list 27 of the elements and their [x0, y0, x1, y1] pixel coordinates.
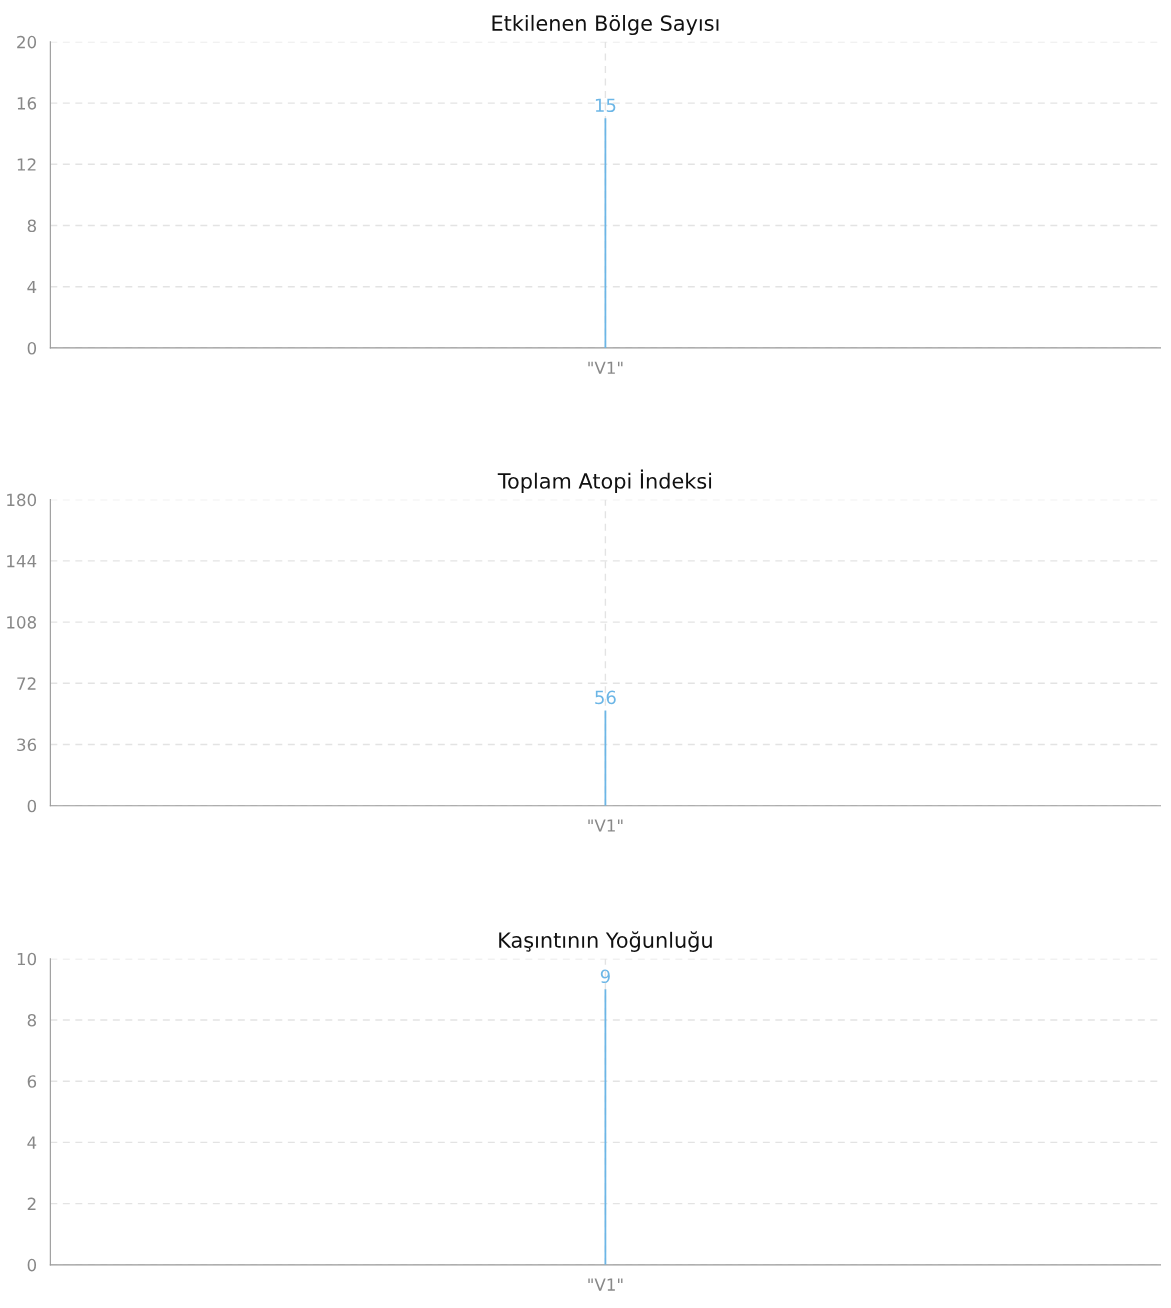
- x-tick-label: "V1": [588, 819, 623, 832]
- chart-title: Etkilenen Bölge Sayısı: [492, 14, 719, 36]
- y-tick-label: 20: [17, 35, 37, 49]
- y-tick-label: 180: [7, 493, 37, 507]
- y-tick-label: 4: [27, 1136, 37, 1149]
- data-label: 56: [595, 690, 616, 705]
- data-label: 9: [600, 969, 610, 984]
- data-label: 15: [595, 98, 616, 113]
- y-tick-label: 10: [17, 952, 37, 966]
- y-tick-label: 108: [7, 616, 37, 629]
- y-tick-label: 72: [17, 677, 36, 690]
- y-tick-label: 144: [7, 555, 37, 568]
- y-tick-label: 0: [27, 799, 37, 813]
- y-tick-label: 16: [17, 97, 37, 110]
- y-tick-label: 6: [27, 1075, 37, 1088]
- chart-title: Toplam Atopi İndeksi: [497, 469, 712, 493]
- x-tick-label: "V1": [588, 1278, 623, 1291]
- y-tick-label: 2: [27, 1197, 36, 1210]
- y-tick-label: 8: [27, 219, 37, 233]
- y-tick-label: 8: [27, 1013, 37, 1027]
- y-tick-label: 0: [27, 341, 37, 355]
- chart-title: Kaşıntının Yoğunluğu: [499, 931, 712, 952]
- y-tick-label: 0: [27, 1258, 37, 1272]
- x-tick-label: "V1": [588, 361, 623, 374]
- y-tick-label: 36: [17, 738, 37, 752]
- y-tick-label: 12: [17, 158, 36, 171]
- y-tick-label: 4: [27, 280, 37, 294]
